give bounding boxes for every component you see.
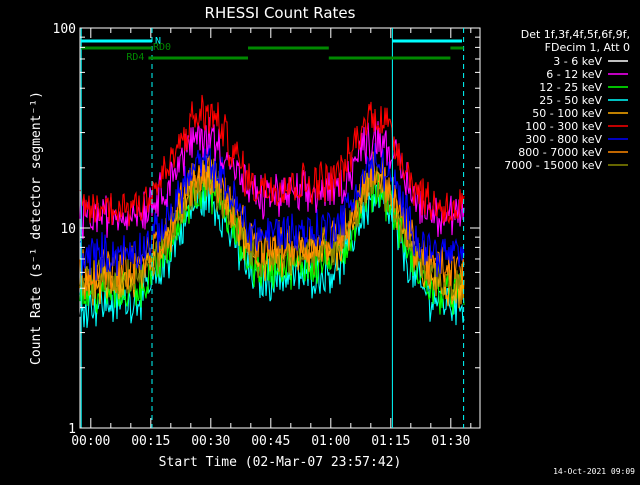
legend-label: 25 - 50 keV — [539, 94, 602, 107]
annotation-label-rd0: RD0 — [153, 42, 171, 53]
series-line-3-6-kev — [79, 162, 465, 340]
series-line-50-100-kev — [79, 155, 465, 309]
legend-label: 800 - 7000 keV — [518, 146, 602, 159]
y-tick-label: 1 — [68, 422, 76, 437]
legend-label: 6 - 12 keV — [546, 68, 602, 81]
legend-label: 7000 - 15000 keV — [504, 159, 602, 172]
legend-label: 12 - 25 keV — [539, 81, 602, 94]
legend: Det 1f,3f,4f,5f,6f,9f, FDecim 1, Att 0 3… — [504, 28, 630, 172]
legend-header-line-1: Det 1f,3f,4f,5f,6f,9f, — [521, 28, 630, 41]
y-tick-label: 100 — [53, 22, 76, 37]
axis-layer: 00:00 00:15 00:30 00:45 01:00 01:15 01:30 1 10 10… — [53, 22, 480, 449]
legend-label: 3 - 6 keV — [553, 55, 602, 68]
series-line-800-7000-kev — [79, 151, 465, 294]
legend-label: 300 - 800 keV — [525, 133, 602, 146]
series-line-100-300-kev — [79, 94, 465, 227]
date-stamp: 14-Oct-2021 09:09 — [553, 467, 635, 476]
x-tick-label: 00:00 — [71, 434, 110, 449]
chart-title: RHESSI Count Rates — [205, 4, 356, 22]
series-layer — [79, 94, 465, 340]
x-tick-label: 01:00 — [311, 434, 350, 449]
series-line-300-800-kev — [79, 143, 465, 281]
x-axis-label: Start Time (02-Mar-07 23:57:42) — [159, 455, 402, 470]
x-tick-label: 01:15 — [371, 434, 410, 449]
legend-label: 100 - 300 keV — [525, 120, 602, 133]
x-tick-label: 00:45 — [251, 434, 290, 449]
x-tick-label: 00:30 — [191, 434, 230, 449]
legend-header-line-2: FDecim 1, Att 0 — [545, 41, 630, 54]
annotation-label-n: N — [155, 36, 161, 47]
x-tick-label: 00:15 — [131, 434, 170, 449]
legend-label: 50 - 100 keV — [532, 107, 602, 120]
annotation-label-rd4: RD4 — [126, 52, 144, 63]
y-axis-label: Count Rate (s⁻¹ detector segment⁻¹) — [29, 91, 44, 365]
y-tick-label: 10 — [60, 222, 76, 237]
x-tick-label: 01:30 — [431, 434, 470, 449]
